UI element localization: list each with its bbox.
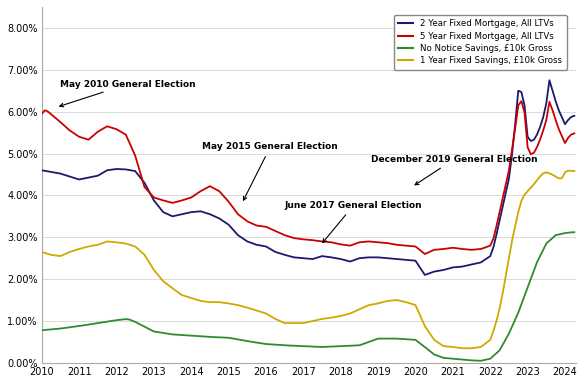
Legend: 2 Year Fixed Mortgage, All LTVs, 5 Year Fixed Mortgage, All LTVs, No Notice Savi: 2 Year Fixed Mortgage, All LTVs, 5 Year …: [394, 15, 567, 70]
Text: June 2017 General Election: June 2017 General Election: [285, 201, 423, 243]
Text: May 2015 General Election: May 2015 General Election: [202, 142, 338, 200]
Text: May 2010 General Election: May 2010 General Election: [60, 79, 196, 107]
Text: December 2019 General Election: December 2019 General Election: [370, 155, 537, 185]
